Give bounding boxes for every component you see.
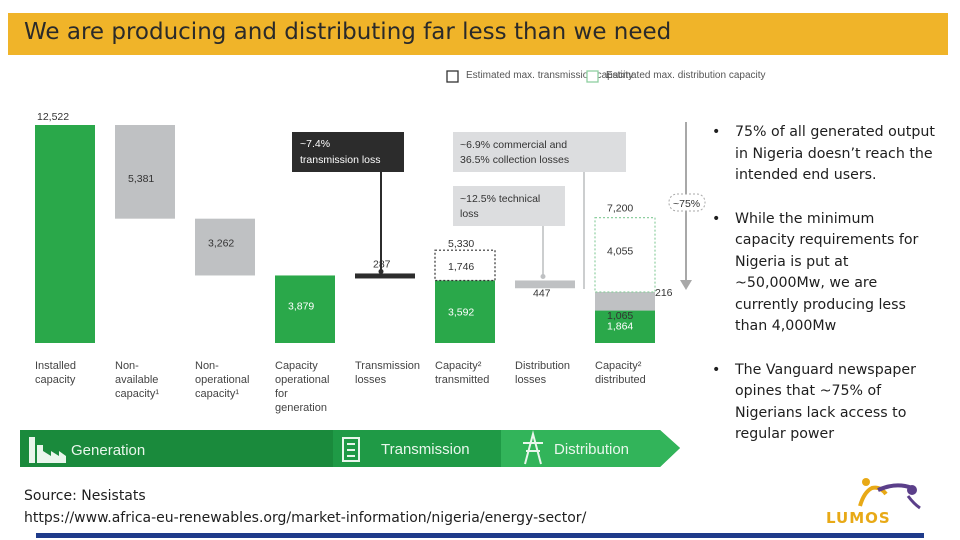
title-bar: We are producing and distributing far le… [8, 13, 948, 55]
bullet-dot: • [712, 124, 721, 140]
technical-loss-text: loss [460, 208, 479, 220]
transmission-loss-text: transmission loss [300, 154, 381, 166]
commercial-loss-callout [453, 132, 626, 172]
stage-label-distribution: Distribution [554, 441, 629, 458]
footer-rule [36, 533, 924, 538]
x-axis-label: available [115, 374, 158, 386]
bar-1 [35, 125, 95, 343]
total-loss-label: ~75% [673, 198, 700, 210]
bar-value-label: 447 [533, 287, 551, 299]
transformer-icon [342, 437, 360, 462]
distribution-capacity-label: 7,200 [607, 203, 633, 215]
transmission-loss-text: ~7.4% [300, 138, 330, 150]
stage-label-generation: Generation [71, 442, 145, 459]
stage-banner: Generation Transmission Distribution [20, 430, 680, 467]
x-axis-label: losses [355, 374, 387, 386]
bullet-item: • 75% of all generated output in Nigeria… [712, 122, 937, 187]
banner-distribution-band [501, 430, 680, 467]
bullet-list: • 75% of all generated output in Nigeria… [712, 122, 937, 468]
x-axis-label: generation [275, 402, 327, 414]
bar-5 [355, 273, 415, 279]
bullet-dot: • [712, 210, 721, 227]
x-axis-label: Non- [195, 360, 219, 372]
bar-9 [595, 292, 655, 311]
source-block: Source: Nesistats https://www.africa-eu-… [24, 485, 586, 529]
source-label: Source: Nesistats [24, 488, 146, 504]
logo-figure-icon [858, 478, 921, 510]
x-axis-label: capacity [35, 374, 76, 386]
bar-value-label: 12,522 [37, 111, 69, 123]
bar-8 [595, 310, 655, 343]
banner-transmission-band [333, 430, 501, 467]
stage-label-transmission: Transmission [381, 441, 470, 458]
bar-value-label: 5,381 [128, 173, 154, 185]
chart-legend: Estimated max. transmission capacity Est… [446, 70, 766, 83]
bullet-text: While the minimum capacity requirements … [735, 210, 919, 335]
x-axis-label: Installed [35, 360, 76, 372]
bar-value-label: 3,262 [208, 238, 234, 250]
technical-loss-callout [453, 186, 565, 226]
bar-value-label: 1,864 [607, 321, 633, 333]
technical-loss-pointer-dot [540, 273, 546, 279]
bullet-item: • The Vanguard newspaper opines that ~75… [712, 360, 937, 446]
x-axis-label: operational [195, 374, 249, 386]
x-axis-label: Capacity² [435, 360, 482, 372]
x-axis-label: distributed [595, 374, 646, 386]
distribution-capacity-box [594, 217, 656, 293]
transmission-capacity-box [434, 249, 496, 282]
legend-transmission-label: Estimated max. transmission capacity [466, 70, 633, 81]
bar-value-label: 3,879 [288, 300, 314, 312]
side-value-label: 216 [655, 287, 673, 299]
bar-4 [275, 275, 335, 343]
bullet-text: The Vanguard newspaper opines that ~75% … [735, 361, 916, 443]
bar-6 [435, 280, 495, 343]
bar-value-label: 1,065 [607, 310, 633, 322]
x-axis-label: Transmission [355, 360, 420, 372]
x-axis-label: Capacity [275, 360, 318, 372]
logo-text: LUMOS [826, 509, 891, 527]
legend-transmission-swatch [446, 70, 459, 83]
total-loss-arrowhead [680, 280, 692, 290]
bar-3 [195, 218, 255, 276]
bar-value-label: 3,592 [448, 306, 474, 318]
technical-loss-text: ~12.5% technical [460, 193, 540, 205]
bar-7 [515, 280, 575, 289]
x-axis-label: transmitted [435, 374, 489, 386]
transmission-headroom-label: 1,746 [448, 261, 474, 273]
transmission-capacity-label: 5,330 [448, 238, 474, 250]
x-axis-label: capacity¹ [115, 388, 159, 400]
x-axis-label: Capacity² [595, 360, 642, 372]
total-loss-badge [668, 193, 706, 212]
x-axis-label: Distribution [515, 360, 570, 372]
pylon-icon [523, 430, 543, 465]
page-title: We are producing and distributing far le… [24, 19, 672, 45]
transmission-loss-callout [292, 132, 404, 172]
source-url[interactable]: https://www.africa-eu-renewables.org/mar… [24, 510, 587, 526]
commercial-loss-text: 36.5% collection losses [460, 154, 569, 166]
distribution-headroom-label: 4,055 [607, 246, 633, 258]
bar-2 [115, 125, 175, 219]
commercial-loss-text: ~6.9% commercial and [460, 139, 567, 151]
bullet-item: • While the minimum capacity requirement… [712, 209, 937, 338]
lumos-logo: LUMOS [820, 476, 940, 528]
x-axis-label: Non- [115, 360, 139, 372]
legend-distribution-label: Estimated max. distribution capacity [606, 70, 766, 81]
transmission-loss-pointer-dot [378, 268, 384, 274]
x-axis-label: capacity¹ [195, 388, 239, 400]
x-axis-label: for [275, 388, 288, 400]
x-axis-label: losses [515, 374, 547, 386]
legend-distribution-swatch [586, 70, 599, 83]
bullet-dot: • [712, 361, 721, 378]
bullet-text: 75% of all generated output in Nigeria d… [735, 124, 935, 183]
x-axis-label: operational [275, 374, 329, 386]
factory-icon [29, 437, 66, 463]
